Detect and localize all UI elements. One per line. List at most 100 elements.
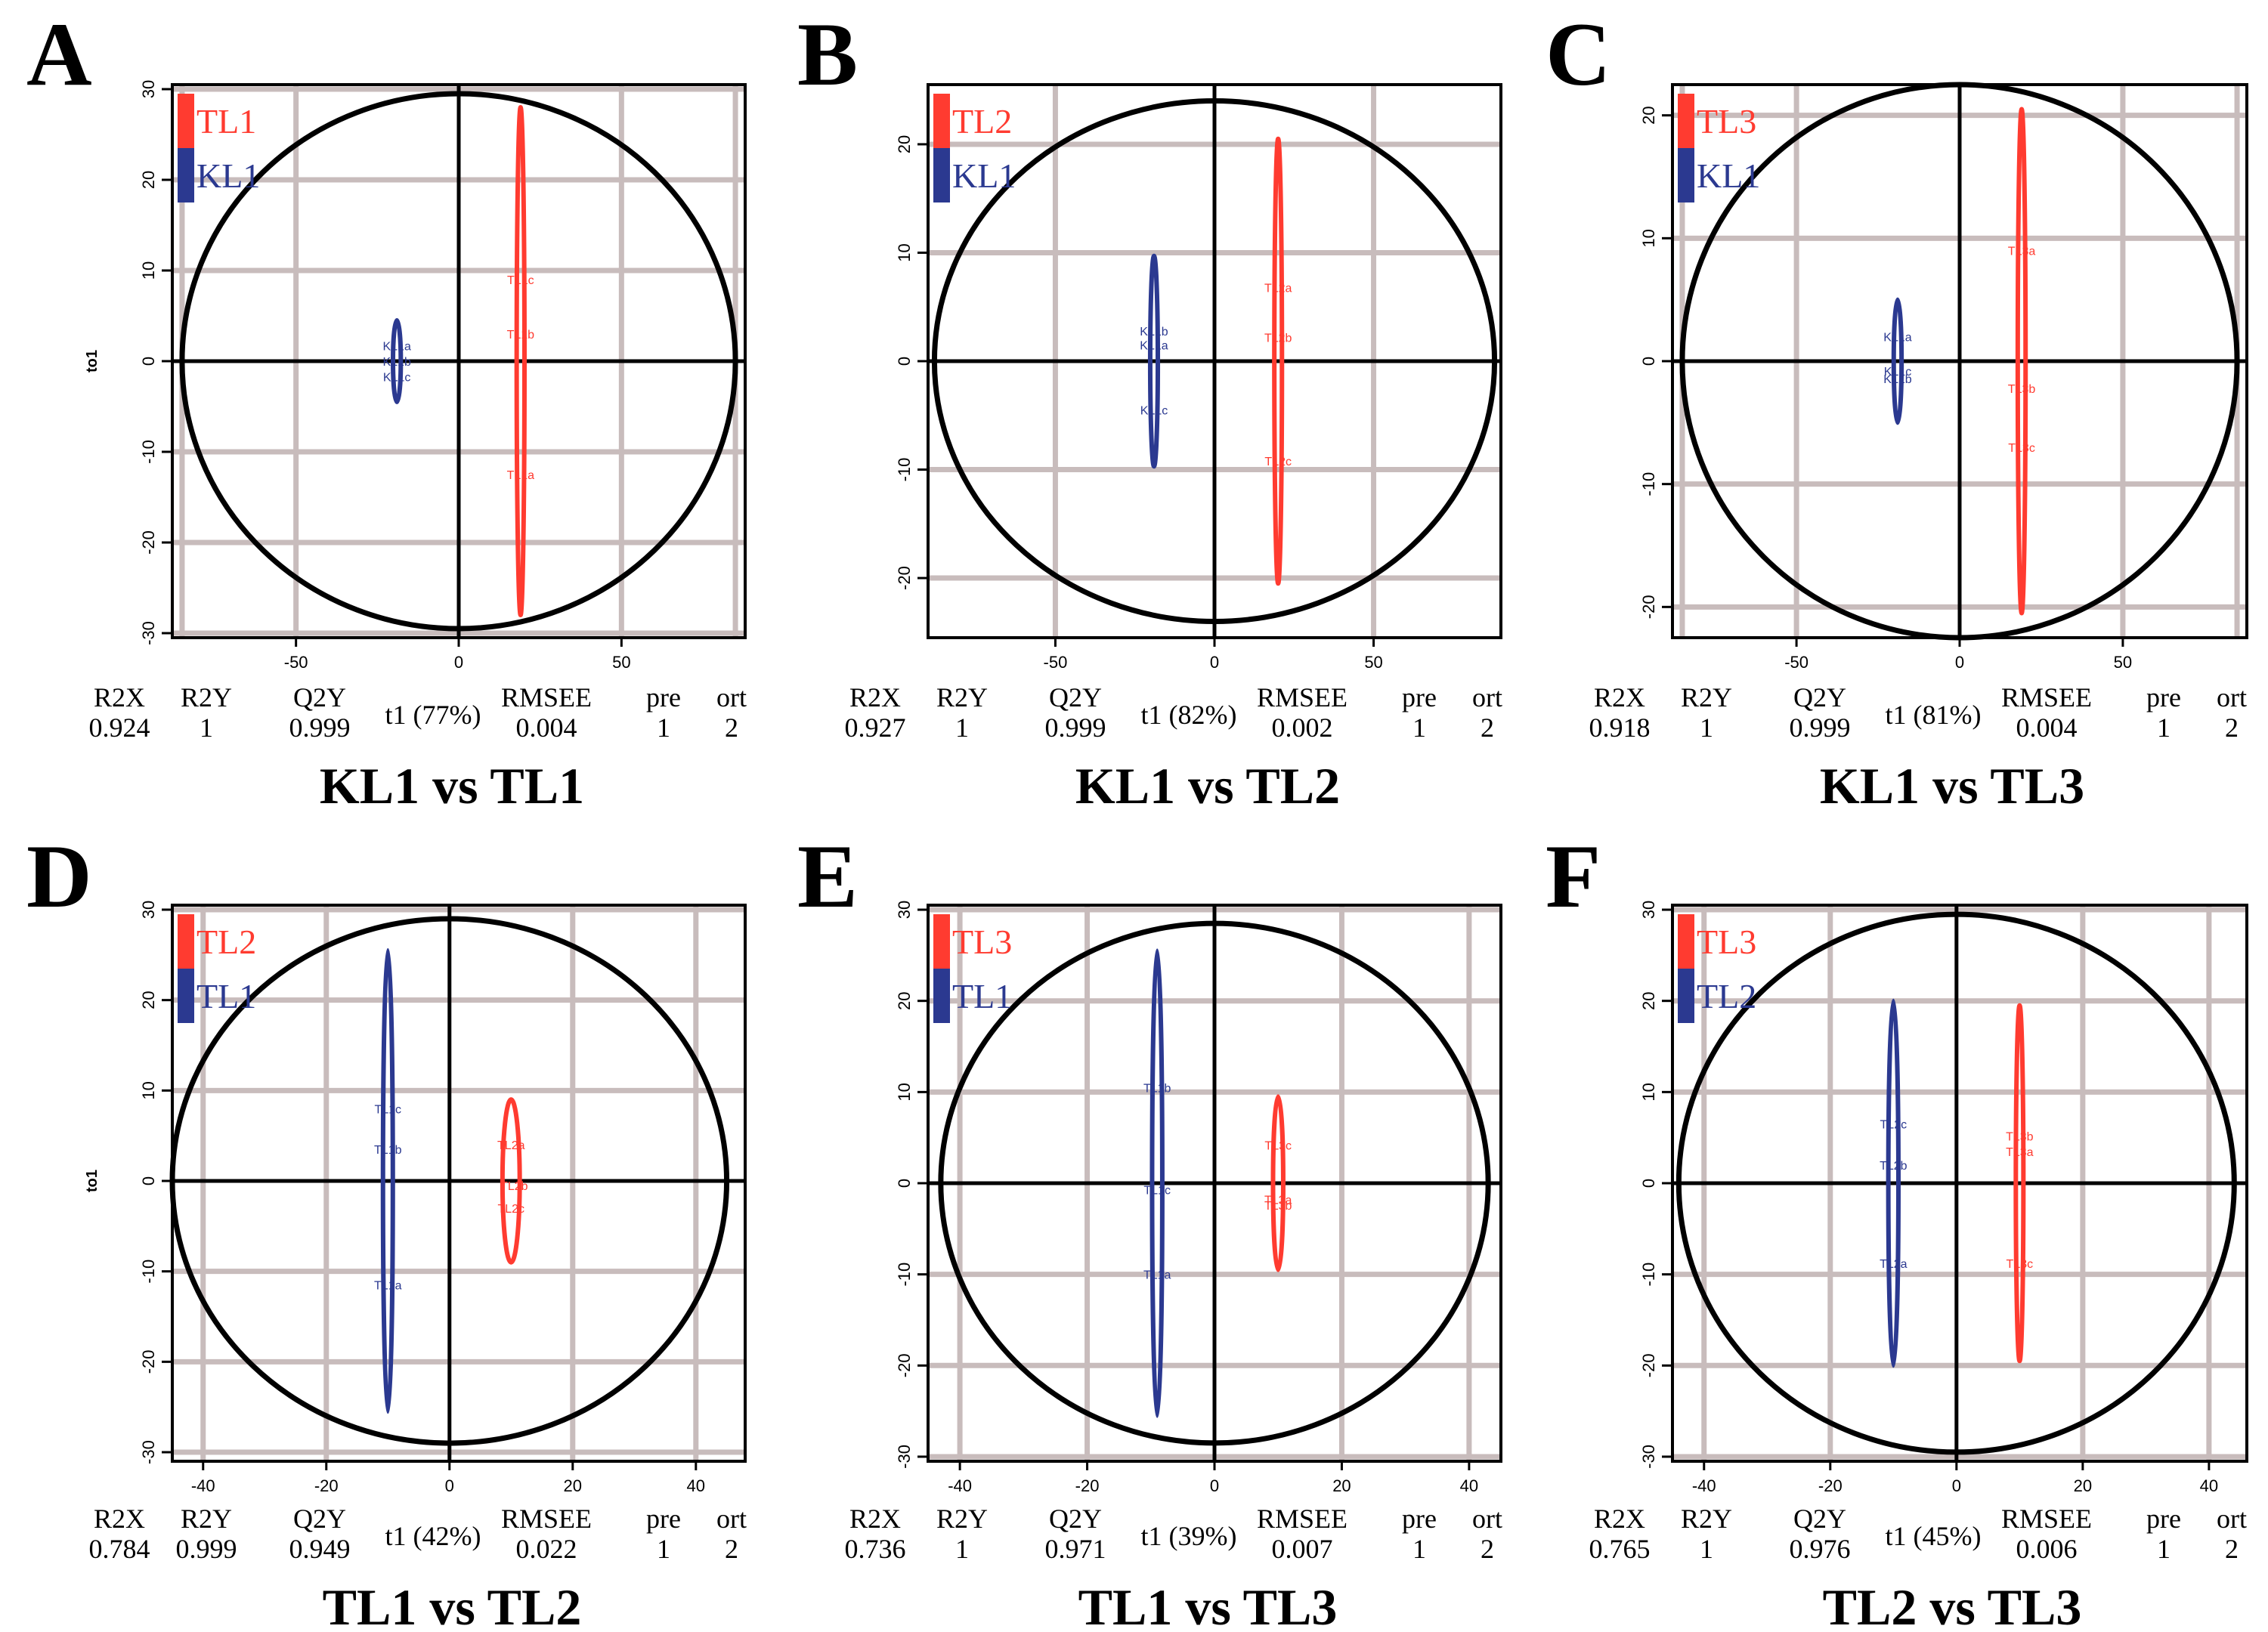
- legend-label: TL3: [1697, 102, 1756, 141]
- stat-value: 1: [1412, 1534, 1426, 1564]
- legend-swatch-red: [1678, 914, 1694, 969]
- stat-header: ort: [716, 682, 747, 712]
- y-tick-label: 20: [139, 991, 158, 1009]
- x-tick-label: 0: [445, 1476, 454, 1495]
- x-axis-title: t1 (42%): [385, 1521, 481, 1551]
- group-ellipse-tl3: [1270, 1094, 1286, 1272]
- legend-swatch-red: [1678, 94, 1694, 148]
- stat-value: 0.949: [289, 1534, 351, 1564]
- stat-header: RMSEE: [2001, 1504, 2092, 1534]
- y-tick-label: 20: [1639, 991, 1658, 1009]
- x-tick-label: 20: [1332, 1476, 1351, 1495]
- stat-value: 0.918: [1589, 712, 1651, 743]
- group-ellipse-tl3: [2015, 107, 2028, 616]
- y-tick-label: 20: [895, 135, 914, 153]
- panel-d: TL1cTL1bTL1aTL2aTL2bTL2c-30-20-100102030…: [26, 826, 747, 1632]
- stat-header: Q2Y: [1793, 1504, 1846, 1534]
- x-tick-label: -20: [1818, 1476, 1843, 1495]
- y-tick-label: -30: [1639, 1445, 1658, 1469]
- panel-a: KL1aKL1bKL1cTL1cTL1bTL1a-30-20-100102030…: [26, 4, 747, 814]
- point-label: KL1c: [383, 371, 410, 384]
- stat-value: 1: [955, 712, 969, 743]
- y-tick-label: 10: [139, 1081, 158, 1099]
- point-label: KL1a: [1140, 339, 1168, 352]
- x-tick-label: 20: [564, 1476, 582, 1495]
- stat-header: Q2Y: [1049, 682, 1102, 712]
- y-tick-label: 20: [895, 991, 914, 1009]
- stat-value: 0.999: [176, 1534, 237, 1564]
- x-tick-label: 20: [2074, 1476, 2092, 1495]
- stat-header: pre: [1402, 1504, 1437, 1534]
- x-axis-title: t1 (45%): [1886, 1521, 1982, 1551]
- point-label: KL1c: [1884, 366, 1911, 379]
- point-label: TL2b: [1264, 332, 1292, 345]
- group-ellipse-kl1: [1891, 297, 1904, 425]
- point-label: KL1a: [1883, 331, 1911, 344]
- legend-label: TL3: [952, 923, 1012, 961]
- y-tick-label: -20: [139, 530, 158, 555]
- stat-header: ort: [1472, 682, 1502, 712]
- point-label: TL3b: [1264, 1200, 1292, 1213]
- stat-value: 0.999: [289, 712, 351, 743]
- stat-value: 2: [725, 1534, 738, 1564]
- stat-header: pre: [646, 1504, 681, 1534]
- point-label: TL1b: [1143, 1082, 1171, 1095]
- y-tick-label: -20: [895, 1353, 914, 1377]
- point-label: TL3a: [2006, 1146, 2034, 1159]
- point-label: KL1a: [382, 341, 410, 354]
- group-ellipse-tl1: [1149, 948, 1165, 1418]
- stat-value: 0.924: [89, 712, 150, 743]
- confidence-circle: [179, 91, 738, 632]
- stat-header: RMSEE: [1257, 682, 1347, 712]
- x-tick-label: -50: [1784, 653, 1809, 672]
- stat-header: pre: [1402, 682, 1437, 712]
- y-tick-label: 0: [1639, 357, 1658, 366]
- stat-value: 2: [1481, 1534, 1494, 1564]
- stat-header: RMSEE: [2001, 682, 2092, 712]
- stat-value: 1: [200, 712, 213, 743]
- stat-value: 0.736: [845, 1534, 906, 1564]
- panel-letter: A: [26, 4, 92, 104]
- point-label: TL3b: [2006, 1130, 2034, 1143]
- x-tick-label: 50: [2114, 653, 2132, 672]
- point-label: TL2c: [497, 1203, 524, 1216]
- point-label: KL1b: [382, 356, 410, 369]
- stat-header: Q2Y: [1793, 682, 1846, 712]
- stat-header: R2X: [94, 1504, 145, 1534]
- y-tick-label: 30: [895, 901, 914, 919]
- stat-value: 0.765: [1589, 1534, 1651, 1564]
- point-label: TL1b: [507, 329, 535, 342]
- point-label: TL1a: [1143, 1269, 1171, 1282]
- point-label: TL1a: [507, 469, 535, 482]
- stat-value: 1: [1412, 712, 1426, 743]
- x-axis-title: t1 (81%): [1886, 700, 1982, 730]
- legend-label: TL1: [952, 977, 1012, 1015]
- y-tick-label: -10: [139, 440, 158, 464]
- x-tick-label: 40: [687, 1476, 705, 1495]
- group-ellipse-tl2: [500, 1097, 522, 1265]
- group-ellipse-kl1: [391, 318, 404, 404]
- panel-title: KL1 vs TL1: [320, 757, 584, 814]
- y-tick-label: -30: [895, 1445, 914, 1469]
- point-label: TL1c: [507, 274, 534, 287]
- group-ellipse-kl1: [1147, 253, 1161, 469]
- panel-letter: D: [26, 826, 92, 926]
- x-tick-label: 0: [454, 653, 463, 672]
- stat-header: R2X: [849, 1504, 901, 1534]
- point-label: TL2b: [500, 1180, 528, 1193]
- point-label: TL3c: [2007, 1258, 2034, 1271]
- panel-title: KL1 vs TL3: [1820, 757, 2084, 814]
- y-tick-label: -30: [139, 621, 158, 645]
- legend-swatch-blue: [178, 969, 194, 1023]
- x-tick-label: -20: [1075, 1476, 1100, 1495]
- point-label: TL2c: [1264, 456, 1292, 468]
- stat-header: ort: [1472, 1504, 1502, 1534]
- confidence-circle: [931, 98, 1498, 624]
- legend-swatch-blue: [1678, 969, 1694, 1023]
- stat-value: 2: [2225, 712, 2239, 743]
- x-tick-label: -40: [948, 1476, 972, 1495]
- point-label: TL1c: [1143, 1184, 1171, 1197]
